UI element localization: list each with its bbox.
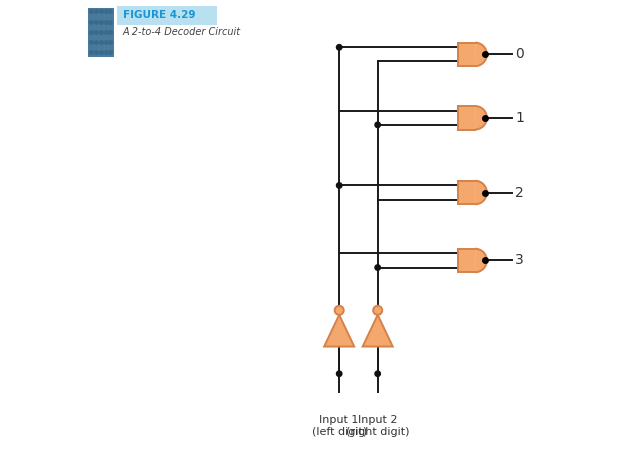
- Text: Input 2
(right digit): Input 2 (right digit): [346, 415, 409, 437]
- Polygon shape: [475, 181, 487, 204]
- Polygon shape: [475, 106, 487, 130]
- Circle shape: [375, 265, 381, 270]
- Polygon shape: [363, 315, 392, 347]
- Text: FIGURE 4.29: FIGURE 4.29: [123, 10, 195, 20]
- Polygon shape: [458, 249, 475, 272]
- Circle shape: [336, 183, 342, 188]
- Text: A 2-to-4 Decoder Circuit: A 2-to-4 Decoder Circuit: [123, 27, 241, 37]
- Text: 0: 0: [515, 48, 524, 61]
- Circle shape: [375, 122, 381, 128]
- Circle shape: [373, 306, 383, 315]
- Polygon shape: [458, 106, 475, 130]
- FancyBboxPatch shape: [117, 6, 217, 25]
- Circle shape: [375, 371, 381, 376]
- Polygon shape: [324, 315, 354, 347]
- Text: 1: 1: [515, 111, 524, 125]
- Polygon shape: [475, 249, 487, 272]
- Circle shape: [336, 44, 342, 50]
- Text: 2: 2: [515, 186, 524, 199]
- Text: 3: 3: [515, 254, 524, 267]
- Polygon shape: [458, 181, 475, 204]
- Polygon shape: [475, 43, 487, 66]
- Polygon shape: [458, 43, 475, 66]
- Circle shape: [336, 371, 342, 376]
- FancyBboxPatch shape: [88, 8, 114, 57]
- Text: Input 1
(left digit): Input 1 (left digit): [311, 415, 367, 437]
- Circle shape: [334, 306, 344, 315]
